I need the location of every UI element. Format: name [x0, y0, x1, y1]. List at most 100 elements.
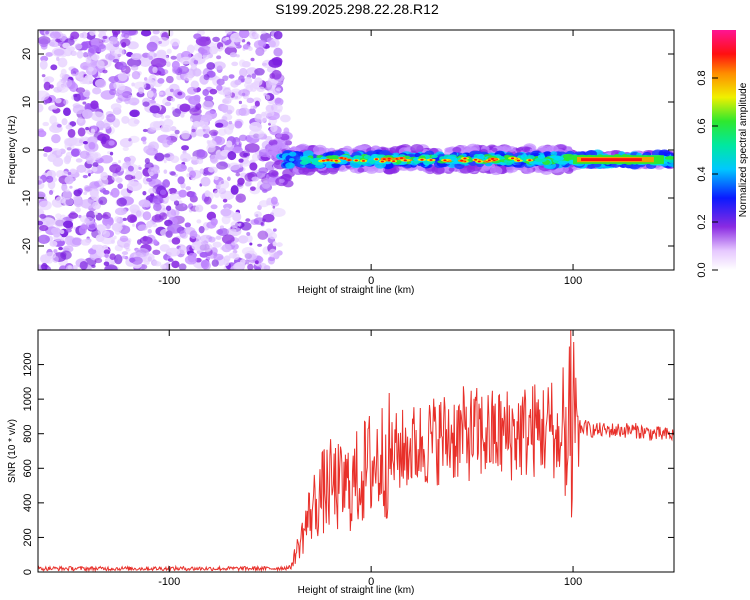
- noise-blob: [56, 149, 62, 156]
- heatmap-ylabel: Frequency (Hz): [7, 116, 18, 185]
- noise-blob: [228, 252, 237, 259]
- noise-blob: [260, 30, 267, 35]
- noise-blob: [196, 158, 204, 165]
- noise-blob: [147, 229, 152, 234]
- noise-blob: [158, 91, 164, 96]
- noise-blob: [109, 191, 113, 196]
- noise-blob: [102, 230, 111, 238]
- snr-frame: [37, 329, 675, 573]
- noise-blob: [173, 200, 180, 206]
- noise-blob: [128, 97, 140, 106]
- noise-blob: [190, 130, 197, 138]
- noise-blob: [232, 146, 243, 154]
- noise-blob: [199, 251, 209, 258]
- signal-halo: [417, 166, 424, 172]
- noise-blob: [38, 180, 42, 185]
- noise-blob: [138, 86, 144, 95]
- noise-blob: [239, 107, 251, 117]
- snr-panel: -100 0 100 0 200 400 600 800 1000 1200 Height of…: [7, 329, 675, 596]
- noise-blob: [149, 105, 161, 114]
- noise-blob: [44, 76, 55, 83]
- signal-peak: [431, 154, 438, 159]
- noise-blob: [169, 193, 179, 202]
- noise-blob: [189, 118, 193, 122]
- signal-peak: [477, 153, 485, 160]
- noise-blob: [238, 100, 243, 105]
- signal-max: [347, 159, 351, 161]
- noise-blob: [39, 225, 49, 232]
- signal-peak: [534, 157, 547, 163]
- noise-blob: [239, 67, 248, 78]
- noise-blob: [180, 152, 192, 163]
- noise-blob: [215, 122, 224, 128]
- noise-blob: [62, 42, 71, 49]
- noise-blob: [130, 53, 142, 61]
- noise-blob: [165, 205, 172, 211]
- noise-blob: [59, 33, 67, 42]
- noise-blob: [234, 95, 239, 99]
- noise-blob: [80, 239, 91, 246]
- noise-blob: [168, 239, 172, 243]
- noise-blob: [217, 128, 227, 136]
- noise-blob: [258, 167, 269, 174]
- noise-blob: [222, 198, 228, 203]
- noise-blob: [152, 260, 159, 266]
- noise-blob: [63, 155, 71, 165]
- noise-blob: [110, 187, 120, 198]
- noise-blob: [251, 153, 260, 162]
- noise-blob: [226, 109, 233, 115]
- noise-blob: [69, 168, 77, 175]
- signal-peak: [527, 155, 535, 160]
- snr-ytick-label: 1000: [22, 387, 34, 411]
- noise-blob: [216, 161, 229, 170]
- noise-blob: [254, 67, 265, 76]
- noise-blob: [244, 143, 260, 153]
- noise-blob: [225, 140, 233, 148]
- noise-blob: [92, 87, 102, 95]
- noise-blob: [38, 38, 49, 48]
- chart-title: S199.2025.298.22.28.R12: [275, 1, 439, 17]
- noise-blob: [177, 176, 185, 185]
- noise-blob: [152, 195, 164, 205]
- noise-blob: [143, 145, 154, 154]
- noise-blob: [228, 74, 235, 79]
- noise-blob: [254, 113, 268, 123]
- noise-blob: [224, 30, 233, 35]
- noise-blob: [41, 262, 48, 270]
- noise-blob: [178, 263, 187, 270]
- noise-blob: [188, 191, 197, 199]
- noise-blob: [45, 30, 49, 35]
- noise-blob: [171, 66, 180, 74]
- noise-blob: [212, 36, 220, 42]
- noise-blob: [86, 159, 93, 165]
- noise-blob: [134, 170, 143, 181]
- noise-blob: [271, 207, 286, 217]
- noise-blob: [203, 133, 210, 139]
- noise-blob: [123, 242, 130, 250]
- noise-blob: [180, 233, 188, 239]
- noise-blob: [230, 221, 239, 229]
- noise-blob: [228, 162, 241, 171]
- noise-blob: [238, 30, 250, 39]
- noise-blob: [64, 141, 75, 151]
- noise-blob: [159, 212, 168, 220]
- noise-blob: [58, 265, 68, 270]
- noise-blob: [238, 235, 249, 244]
- noise-blob: [163, 159, 167, 164]
- noise-blob: [144, 77, 148, 81]
- noise-blob: [228, 120, 233, 125]
- noise-blob: [38, 90, 50, 101]
- noise-blob: [191, 128, 196, 133]
- noise-blob: [213, 175, 219, 181]
- noise-blob: [203, 74, 210, 81]
- noise-blob: [59, 229, 65, 235]
- noise-blob: [273, 252, 280, 260]
- noise-blob: [63, 107, 71, 116]
- noise-blob: [128, 30, 139, 36]
- noise-blob: [38, 191, 46, 199]
- noise-blob: [159, 189, 167, 196]
- noise-blob: [152, 30, 160, 35]
- noise-blob: [184, 255, 198, 265]
- noise-blob: [221, 116, 228, 121]
- noise-blob: [109, 151, 114, 156]
